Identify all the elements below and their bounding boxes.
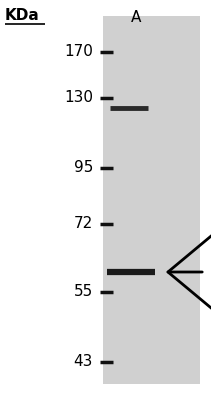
Text: 170: 170	[64, 44, 93, 60]
Text: 43: 43	[74, 354, 93, 370]
Bar	[103, 16, 200, 384]
Text: KDa: KDa	[5, 8, 40, 23]
Text: 72: 72	[74, 216, 93, 232]
Text: 130: 130	[64, 90, 93, 106]
Text: 55: 55	[74, 284, 93, 300]
Text: A: A	[131, 10, 141, 25]
Text: 95: 95	[74, 160, 93, 176]
